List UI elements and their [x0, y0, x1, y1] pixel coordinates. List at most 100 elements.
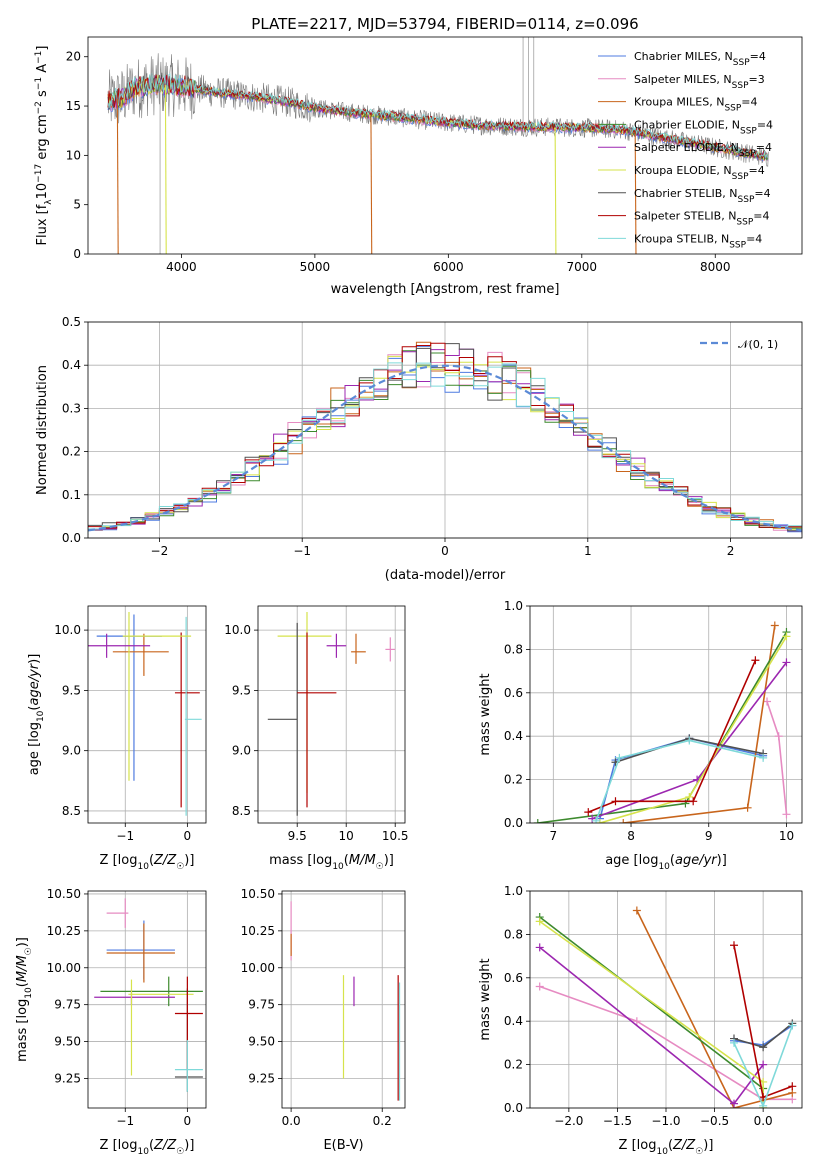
label-part: 10	[137, 1147, 149, 1157]
legend-label: Kroupa ELODIE, NSSP=4	[634, 164, 765, 182]
y-tick-label: 1.0	[504, 599, 523, 613]
label-part: SSP	[733, 58, 750, 68]
x-tick-label: 4000	[166, 260, 197, 274]
spectrum-title: PLATE=2217, MJD=53794, FIBERID=0114, z=0…	[251, 15, 638, 33]
y-tick-label: 0.2	[504, 773, 523, 787]
label-part: SSP	[724, 104, 741, 114]
weight-marker	[782, 810, 791, 819]
label-part: SSP	[740, 126, 757, 136]
y-tick-label: 8.5	[62, 804, 81, 818]
axes-frame	[281, 890, 406, 1109]
label-part: Chabrier ELODIE, N	[634, 118, 740, 131]
label-part: 10	[24, 987, 34, 999]
y-tick-label: 10.50	[47, 887, 81, 901]
x-tick-label: 8000	[700, 260, 731, 274]
x-axis-label: wavelength [Angstrom, rest frame]	[331, 282, 560, 297]
error-bars	[88, 612, 202, 816]
label-part: (	[668, 1138, 673, 1153]
model-dropout	[370, 114, 373, 254]
weight-marker	[685, 792, 694, 801]
error-bars	[267, 612, 396, 816]
y-tick-label: 10.0	[54, 623, 81, 637]
spectrum-lines	[107, 37, 769, 254]
y-tick-label: 10.0	[224, 623, 251, 637]
y-tick-label: 0.4	[504, 1014, 523, 1028]
label-part: age/yr	[27, 662, 42, 705]
label-part: age/yr	[675, 853, 718, 868]
label-part: Salpeter STELIB, N	[634, 210, 736, 223]
weight-marker	[759, 1101, 768, 1108]
label-part: 10	[656, 1147, 668, 1157]
y-axis-label: mass weight	[478, 673, 493, 755]
weight-marker	[730, 941, 738, 950]
label-part: Flux [f	[35, 204, 50, 245]
y-tick-label: 0.3	[62, 401, 81, 415]
label-part: Chabrier STELIB, N	[634, 187, 738, 200]
error-bars	[94, 898, 203, 1092]
y-tick-label: 1.0	[504, 884, 523, 898]
label-part: M/M	[349, 853, 376, 868]
label-part: =4	[749, 164, 765, 177]
axes-frame	[87, 36, 803, 255]
y-tick-label: 10	[66, 148, 81, 162]
label-part: )]	[384, 853, 394, 868]
x-tick-label: −2.0	[554, 1114, 583, 1128]
legend-label: Kroupa STELIB, NSSP=4	[634, 232, 762, 250]
mass-vs-ebv-panel: 0.0 0.2 9.25 9.50 9.75 10.00 10.25 10.50 E(B-V)	[241, 887, 406, 1153]
y-tick-label: 0.5	[62, 315, 81, 329]
y-axis-label: mass [log10(M/M☉)]	[15, 937, 34, 1062]
label-part: )]	[703, 1138, 713, 1153]
legend-label: 𝒩(0, 1)	[738, 338, 778, 351]
label-part: ]	[35, 46, 50, 51]
legend-label: Salpeter MILES, NSSP=3	[634, 73, 765, 91]
y-axis-label: Normed distribution	[35, 365, 50, 495]
label-part: Chabrier MILES, N	[634, 50, 733, 63]
y-tick-label: 5	[73, 198, 81, 212]
weight-lines	[533, 621, 791, 823]
y-tick-label: 10.25	[47, 924, 81, 938]
weight-marker	[759, 1043, 768, 1052]
label-part: SSP	[736, 218, 753, 228]
weight-line	[539, 920, 764, 1108]
weight-marker	[619, 819, 628, 823]
label-part: −2	[34, 101, 44, 114]
weight-marker	[759, 753, 768, 762]
y-tick-label: 9.50	[248, 1035, 275, 1049]
y-tick-label: 10.00	[241, 961, 275, 975]
x-tick-label: 10	[339, 829, 354, 843]
weight-marker	[611, 797, 620, 806]
y-axis-label: mass weight	[478, 958, 493, 1040]
weight-marker	[763, 697, 772, 706]
weight-marker	[615, 753, 624, 762]
weight-marker	[730, 1038, 738, 1047]
legend-label: Salpeter STELIB, NSSP=4	[634, 210, 770, 228]
y-tick-label: 0.6	[504, 686, 523, 700]
spectrum-panel: 4000 5000 6000 7000 8000 0 5 10 15 20 wavelength […	[34, 36, 803, 297]
weight-marker	[788, 1082, 797, 1091]
x-axis-label: (data-model)/error	[385, 568, 506, 583]
label-part: Z [log	[100, 1138, 138, 1153]
label-part: ☉	[176, 1147, 184, 1157]
label-part: Kroupa ELODIE, N	[634, 164, 732, 177]
x-tick-label: 10	[779, 829, 794, 843]
y-tick-label: 0	[73, 247, 81, 261]
label-part: )]	[15, 937, 30, 947]
label-part: =4	[741, 96, 757, 109]
legend-label: Chabrier ELODIE, NSSP=4	[634, 118, 773, 136]
x-tick-label: −1.0	[651, 1114, 680, 1128]
x-tick-label: 8	[627, 829, 635, 843]
legend-label: Kroupa MILES, NSSP=4	[634, 96, 758, 114]
y-tick-label: 9.0	[232, 744, 251, 758]
label-part: −1	[34, 77, 44, 90]
histograms	[88, 341, 802, 535]
x-tick-label: 7	[549, 829, 557, 843]
label-part: ☉	[695, 1147, 703, 1157]
weight-marker	[689, 797, 698, 806]
y-tick-label: 10.00	[47, 961, 81, 975]
y-tick-label: 8.5	[232, 804, 251, 818]
axes-frame	[87, 890, 207, 1109]
label-part: erg cm	[35, 114, 50, 163]
label-part: Kroupa MILES, N	[634, 96, 724, 109]
label-part: mass [log	[269, 853, 332, 868]
